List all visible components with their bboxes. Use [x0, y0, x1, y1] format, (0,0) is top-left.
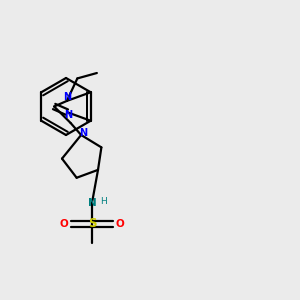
Text: H: H: [100, 197, 107, 206]
Text: N: N: [63, 92, 71, 102]
Text: O: O: [116, 219, 124, 229]
Text: S: S: [88, 218, 96, 230]
Text: N: N: [80, 128, 88, 139]
Text: N: N: [64, 110, 72, 120]
Text: O: O: [60, 219, 68, 229]
Text: N: N: [88, 198, 96, 208]
